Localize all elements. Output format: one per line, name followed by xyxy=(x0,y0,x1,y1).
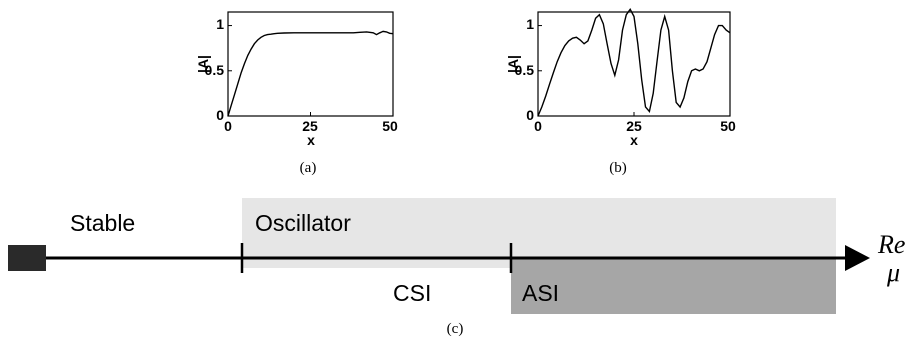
panel-a-ylabel: |A| xyxy=(195,55,211,73)
panel-a-plot: 0 0.5 1 0 25 50 x |A| (a) xyxy=(195,11,398,176)
csi-label: CSI xyxy=(393,280,431,306)
panel-b-plot: 0 0.5 1 0 25 50 x |A| (b) xyxy=(505,7,736,176)
panel-b-axes-box xyxy=(537,11,731,117)
oscillator-region xyxy=(242,198,836,268)
stable-label: Stable xyxy=(70,210,135,236)
panel-a-xlabel: x xyxy=(307,132,315,148)
axis-label-re: Re xyxy=(877,230,905,259)
panel-a-xtick-2: 50 xyxy=(382,118,398,134)
panel-a-axes-box xyxy=(227,11,394,117)
oscillator-label: Oscillator xyxy=(255,210,351,236)
panel-b-xtick-0: 0 xyxy=(534,118,542,134)
panel-b-xlabel: x xyxy=(630,132,638,148)
stability-diagram: Stable Oscillator CSI ASI Re μ (c) xyxy=(8,198,905,337)
panel-a-ytick-2: 1 xyxy=(216,16,224,32)
axis-arrowhead-icon xyxy=(845,245,870,271)
panel-b-series-line xyxy=(537,7,731,117)
panel-b-caption: (b) xyxy=(609,160,627,176)
panel-b-ytick-1: 0.5 xyxy=(515,62,535,78)
axis-label-mu: μ xyxy=(886,258,900,287)
panel-a-xtick-1: 25 xyxy=(302,118,318,134)
panel-b-xtick-1: 25 xyxy=(626,118,642,134)
stable-marker xyxy=(8,245,46,271)
panel-b-xtick-2: 50 xyxy=(720,118,736,134)
panel-b-ytick-0: 0 xyxy=(526,107,534,123)
panel-b-ylabel: |A| xyxy=(505,55,521,73)
panel-b-ytick-2: 1 xyxy=(526,16,534,32)
panel-c-caption: (c) xyxy=(447,321,464,337)
panel-a-xtick-0: 0 xyxy=(224,118,232,134)
panel-a-caption: (a) xyxy=(300,160,317,176)
panel-a-ytick-0: 0 xyxy=(216,107,224,123)
asi-label: ASI xyxy=(522,280,559,306)
panel-a-ytick-1: 0.5 xyxy=(205,62,225,78)
asi-region xyxy=(511,258,836,314)
panel-a-series-line xyxy=(227,30,394,117)
